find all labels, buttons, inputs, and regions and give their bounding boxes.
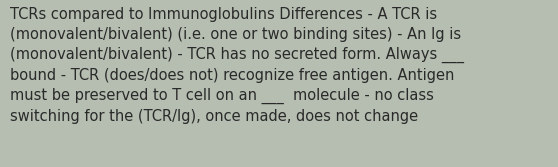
Text: TCRs compared to Immunoglobulins Differences - A TCR is
(monovalent/bivalent) (i: TCRs compared to Immunoglobulins Differe…: [10, 7, 464, 124]
